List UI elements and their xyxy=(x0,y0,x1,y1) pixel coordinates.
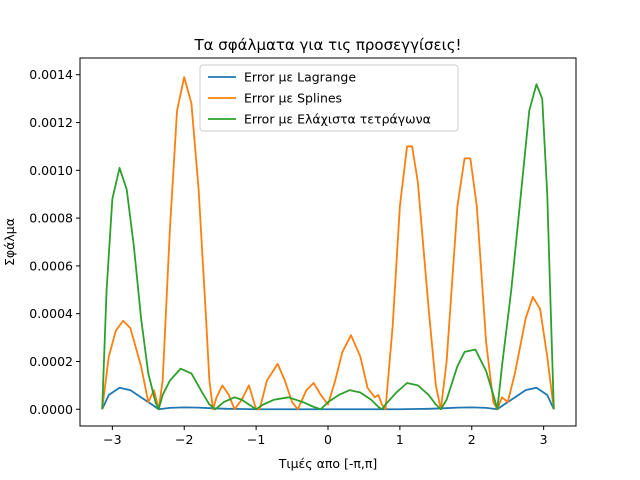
y-axis-label: Σφάλμα xyxy=(2,218,17,266)
x-tick-label: 1 xyxy=(396,432,404,447)
series-line-3 xyxy=(101,83,555,411)
x-tick-label: −1 xyxy=(247,432,265,447)
y-tick-label: 0.0002 xyxy=(29,354,73,369)
plot-lines xyxy=(101,76,555,411)
legend-label-2: Error με Splines xyxy=(244,91,342,106)
legend-box xyxy=(199,64,459,132)
y-tick-label: 0.0006 xyxy=(29,258,73,273)
x-tick-label: −2 xyxy=(175,432,193,447)
x-tick-label: −3 xyxy=(103,432,121,447)
y-tick-label: 0.0008 xyxy=(29,211,73,226)
series-line-2 xyxy=(101,76,555,411)
x-axis: −3 −2 −1 0 1 2 3 xyxy=(103,426,548,447)
y-tick-label: 0.0010 xyxy=(29,163,73,178)
x-axis-label: Τιμές απο [-π,π] xyxy=(278,456,378,471)
chart-title: Τα σφάλματα για τις προσεγγίσεις! xyxy=(193,36,461,54)
legend: Error με Lagrange Error με Splines Error μ… xyxy=(199,64,459,132)
y-axis: 0.0000 0.0002 0.0004 0.0006 0.0008 0.0010 0.00… xyxy=(29,67,80,417)
y-tick-label: 0.0012 xyxy=(29,115,73,130)
y-tick-label: 0.0000 xyxy=(29,402,73,417)
legend-label-1: Error με Lagrange xyxy=(244,70,356,85)
legend-label-3: Error με Ελάχιστα τετράγωνα xyxy=(244,112,431,127)
y-tick-label: 0.0004 xyxy=(29,306,73,321)
x-tick-label: 2 xyxy=(468,432,476,447)
series-line-1 xyxy=(101,386,555,411)
y-tick-label: 0.0014 xyxy=(29,67,73,82)
x-tick-label: 3 xyxy=(540,432,548,447)
x-tick-label: 0 xyxy=(324,432,332,447)
